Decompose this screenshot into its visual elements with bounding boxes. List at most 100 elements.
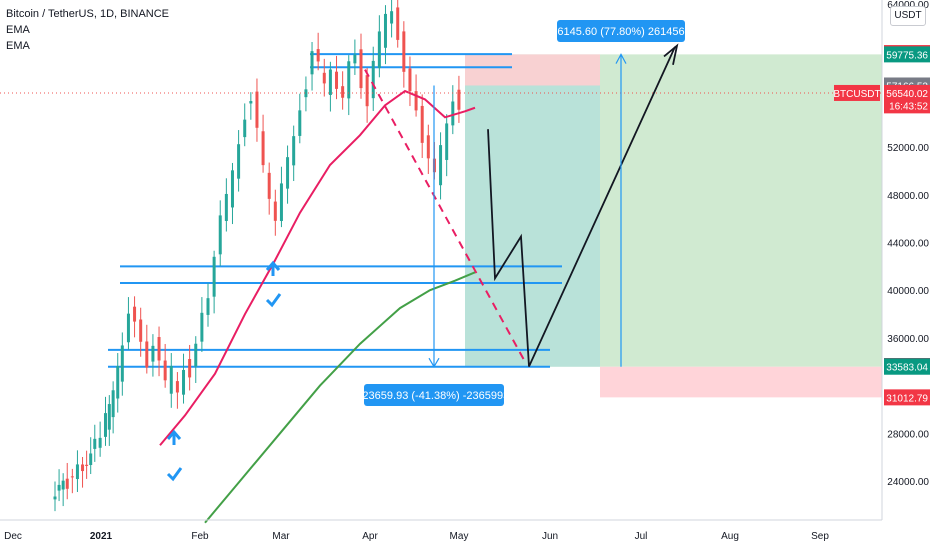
candle-body xyxy=(75,464,79,480)
stop-zone xyxy=(600,366,882,398)
price-badge-label: 33583.04 xyxy=(886,363,928,374)
ema-legend-2: EMA xyxy=(6,40,30,52)
candle-body xyxy=(111,390,115,418)
price-tick: 48000.00 xyxy=(887,191,929,202)
time-tick: Feb xyxy=(191,531,209,542)
measure-zone xyxy=(465,85,600,367)
price-tick: 40000.00 xyxy=(887,286,929,297)
candle-body xyxy=(457,89,461,110)
plot-area: 26145.60 (77.80%) 2614560 -23659.93 (-41.… xyxy=(0,0,882,524)
time-tick: Aug xyxy=(721,531,739,542)
candle-body xyxy=(61,480,65,490)
projection-arrowhead xyxy=(663,43,679,66)
candle-body xyxy=(151,345,155,362)
candle-body xyxy=(57,484,61,491)
candle-body xyxy=(53,496,57,500)
price-badge xyxy=(884,46,930,63)
price-tick: 24000.00 xyxy=(887,477,929,488)
candle-body xyxy=(335,71,339,89)
up-arrow-icon xyxy=(265,260,281,271)
candle-body xyxy=(145,341,149,368)
candle-body xyxy=(279,183,283,221)
time-tick: Dec xyxy=(4,531,22,542)
price-tick: 36000.00 xyxy=(887,334,929,345)
candle-body xyxy=(396,7,400,40)
candle-body xyxy=(133,306,137,322)
price-badge xyxy=(884,358,930,375)
candle-body xyxy=(292,136,296,166)
price-badge-label: 31012.79 xyxy=(886,393,928,404)
candle-body xyxy=(273,201,277,221)
candle-body xyxy=(224,193,228,222)
measure-down-label: -23659.93 (-41.38%) -2365993 xyxy=(359,390,509,402)
candle-body xyxy=(328,69,332,95)
candle-body xyxy=(81,464,85,472)
time-tick: Mar xyxy=(272,531,290,542)
candle-body xyxy=(243,119,247,138)
candle-body xyxy=(322,72,326,84)
checkmark-icon xyxy=(265,293,282,308)
time-tick: Jun xyxy=(542,531,558,542)
candle-body xyxy=(347,61,351,99)
price-tick: 52000.00 xyxy=(887,143,929,154)
time-tick: May xyxy=(450,531,469,542)
time-tick: Apr xyxy=(362,531,378,542)
up-arrow-icon xyxy=(166,429,182,440)
candle-body xyxy=(169,365,173,394)
price-badge xyxy=(884,389,930,406)
candle-body xyxy=(267,172,271,199)
time-tick: 2021 xyxy=(90,531,113,542)
candle-body xyxy=(439,145,443,186)
candle-body xyxy=(402,31,406,72)
candle-body xyxy=(249,101,253,104)
candle-body xyxy=(426,135,430,159)
candle-body xyxy=(377,31,381,69)
candle-body xyxy=(310,51,314,75)
candle-body xyxy=(365,75,369,107)
measure-up-arrow xyxy=(615,53,627,64)
candle-body xyxy=(107,404,111,430)
candle-body xyxy=(126,313,130,343)
candle-body xyxy=(316,49,320,62)
candle-body xyxy=(230,170,234,208)
measure-down-label-box xyxy=(364,384,504,406)
candle-body xyxy=(200,312,204,342)
measure-down-arrow xyxy=(428,357,440,368)
candle-body xyxy=(304,89,308,98)
candle-body xyxy=(98,437,102,448)
candle-body xyxy=(157,337,161,361)
candle-body xyxy=(194,343,198,367)
candle-body xyxy=(139,319,143,342)
price-tick: 64000.00 xyxy=(887,0,929,11)
candle-body xyxy=(70,476,74,478)
symbol-tag xyxy=(834,84,880,101)
candle-body xyxy=(206,298,210,315)
candle-body xyxy=(65,478,69,489)
price-badge-label: 16:43:52 xyxy=(889,101,928,112)
price-tick: 44000.00 xyxy=(887,239,929,250)
time-tick: Jul xyxy=(635,531,648,542)
price-tick: 28000.00 xyxy=(887,429,929,440)
candle-body xyxy=(390,11,394,24)
candle-body xyxy=(414,91,418,111)
price-badge-label: 59775.36 xyxy=(886,50,928,61)
candle-body xyxy=(353,54,357,64)
candle-body xyxy=(371,60,375,99)
candle-body xyxy=(359,49,363,89)
price-badge xyxy=(884,97,930,114)
price-badge-label: 56540.02 xyxy=(886,89,928,100)
currency-button[interactable]: USDT xyxy=(890,6,926,26)
candle-body xyxy=(85,464,89,466)
ema-legend-1: EMA xyxy=(6,24,30,36)
ema-slow-line xyxy=(204,271,476,524)
measure-up-label-box xyxy=(557,20,685,42)
candle-body xyxy=(116,366,120,399)
candle-body xyxy=(237,144,241,179)
candle-body xyxy=(261,131,265,166)
projection-path xyxy=(487,46,676,367)
candle-body xyxy=(175,381,179,393)
candle-body xyxy=(163,360,167,381)
measure-up-label: 26145.60 (77.80%) 2614560 xyxy=(551,26,690,38)
